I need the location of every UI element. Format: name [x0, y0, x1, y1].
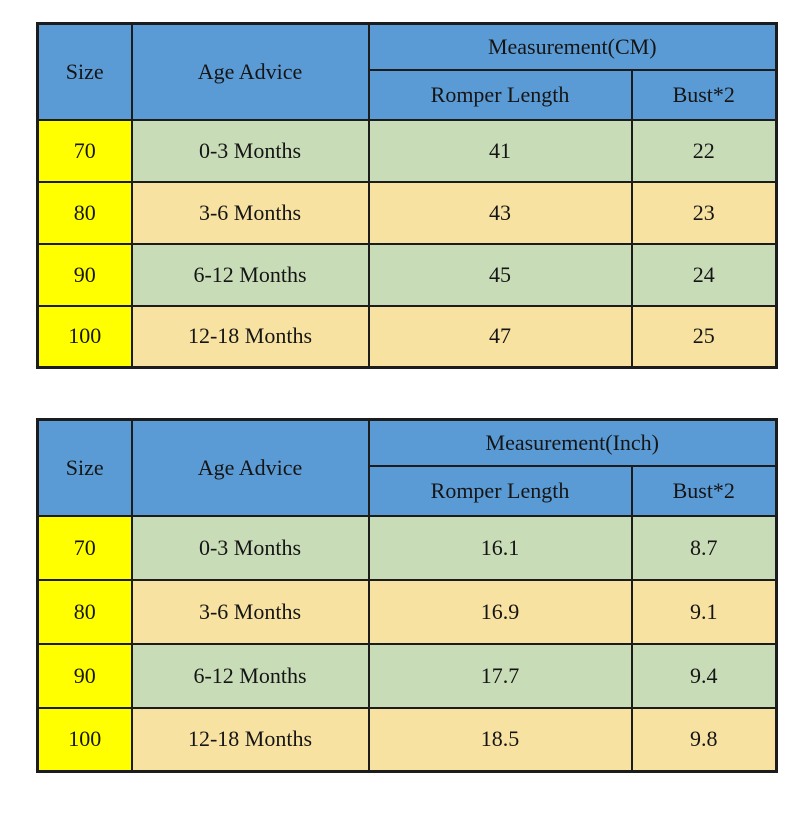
bust-column-header: Bust*2 [630, 68, 778, 121]
bust-cell: 23 [630, 180, 778, 245]
bust-cell: 8.7 [630, 514, 778, 581]
table-row: 70 0-3 Months 16.1 8.7 [36, 514, 778, 581]
romper-length-column-header: Romper Length [367, 464, 633, 517]
table-row: 80 3-6 Months 43 23 [36, 180, 778, 245]
age-advice-cell: 3-6 Months [130, 180, 370, 245]
age-advice-cell: 3-6 Months [130, 578, 370, 645]
table-row: 100 12-18 Months 18.5 9.8 [36, 706, 778, 773]
table-row: 90 6-12 Months 17.7 9.4 [36, 642, 778, 709]
bust-cell: 9.1 [630, 578, 778, 645]
size-column-header: Size [36, 418, 133, 517]
size-column-header: Size [36, 22, 133, 121]
age-advice-column-header: Age Advice [130, 22, 370, 121]
romper-length-cell: 16.9 [367, 578, 633, 645]
romper-length-cell: 41 [367, 118, 633, 183]
age-advice-cell: 0-3 Months [130, 118, 370, 183]
size-cell: 90 [36, 242, 133, 307]
table-row: 80 3-6 Months 16.9 9.1 [36, 578, 778, 645]
bust-cell: 9.4 [630, 642, 778, 709]
age-advice-cell: 0-3 Months [130, 514, 370, 581]
size-cell: 100 [36, 304, 133, 369]
table-row: 70 0-3 Months 41 22 [36, 118, 778, 183]
bust-cell: 9.8 [630, 706, 778, 773]
age-advice-cell: 6-12 Months [130, 642, 370, 709]
bust-cell: 22 [630, 118, 778, 183]
table-row: 100 12-18 Months 47 25 [36, 304, 778, 369]
romper-length-cell: 47 [367, 304, 633, 369]
size-chart-page: Size Age Advice Measurement(CM) Romper L… [0, 22, 800, 822]
romper-length-column-header: Romper Length [367, 68, 633, 121]
age-advice-cell: 12-18 Months [130, 304, 370, 369]
size-cell: 70 [36, 514, 133, 581]
bust-column-header: Bust*2 [630, 464, 778, 517]
size-cell: 100 [36, 706, 133, 773]
romper-length-cell: 18.5 [367, 706, 633, 773]
bust-cell: 25 [630, 304, 778, 369]
measurement-inch-header: Measurement(Inch) [367, 418, 778, 467]
size-cell: 70 [36, 118, 133, 183]
measurement-cm-header: Measurement(CM) [367, 22, 778, 71]
size-chart-cm-table: Size Age Advice Measurement(CM) Romper L… [36, 22, 778, 369]
size-cell: 80 [36, 180, 133, 245]
size-chart-inch-table: Size Age Advice Measurement(Inch) Romper… [36, 418, 779, 773]
table-row: 90 6-12 Months 45 24 [36, 242, 778, 307]
romper-length-cell: 16.1 [367, 514, 633, 581]
romper-length-cell: 45 [367, 242, 633, 307]
age-advice-cell: 12-18 Months [130, 706, 370, 773]
age-advice-cell: 6-12 Months [130, 242, 370, 307]
romper-length-cell: 43 [367, 180, 633, 245]
age-advice-column-header: Age Advice [130, 418, 370, 517]
romper-length-cell: 17.7 [367, 642, 633, 709]
bust-cell: 24 [630, 242, 778, 307]
size-cell: 80 [36, 578, 133, 645]
size-cell: 90 [36, 642, 133, 709]
